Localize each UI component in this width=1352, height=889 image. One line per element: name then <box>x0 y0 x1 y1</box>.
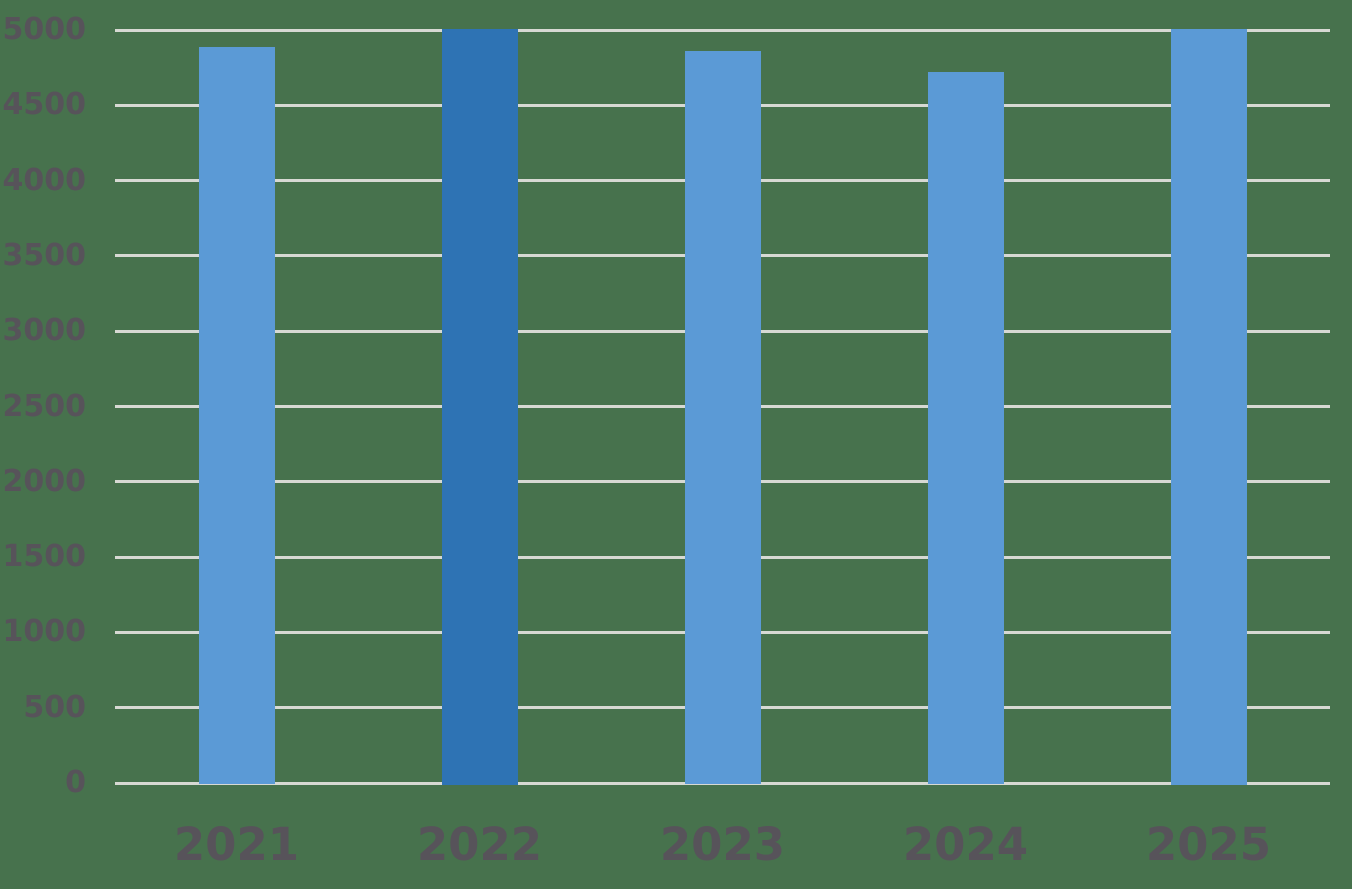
y-axis-tick-label: 1000 <box>2 614 87 650</box>
y-axis-tick-label: 500 <box>23 689 86 725</box>
y-axis-tick-label: 3500 <box>2 237 87 273</box>
bar-2023 <box>684 51 761 785</box>
bar-2025 <box>1170 28 1247 785</box>
y-axis-tick-label: 5000 <box>2 12 87 47</box>
bar-2022 <box>441 28 518 785</box>
x-axis-tick-label: 2022 <box>416 818 543 871</box>
y-axis-tick-label: 4500 <box>2 87 87 123</box>
x-axis-tick-label: 2023 <box>659 818 786 871</box>
y-axis-tick-label: 3000 <box>2 313 87 349</box>
y-axis-tick-label: 2500 <box>2 388 87 424</box>
y-axis-tick-label: 2000 <box>2 463 87 499</box>
y-axis-tick-label: 1500 <box>2 539 87 575</box>
y-axis-tick-label: 4000 <box>2 162 87 198</box>
x-axis-tick-label: 2025 <box>1145 818 1272 871</box>
x-axis-tick-label: 2021 <box>173 818 300 871</box>
x-axis-tick-label: 2024 <box>902 818 1029 871</box>
y-axis-tick-label: 0 <box>65 765 86 800</box>
gridline <box>115 28 1330 32</box>
bar-2021 <box>198 46 275 785</box>
bar-2024 <box>927 72 1004 785</box>
